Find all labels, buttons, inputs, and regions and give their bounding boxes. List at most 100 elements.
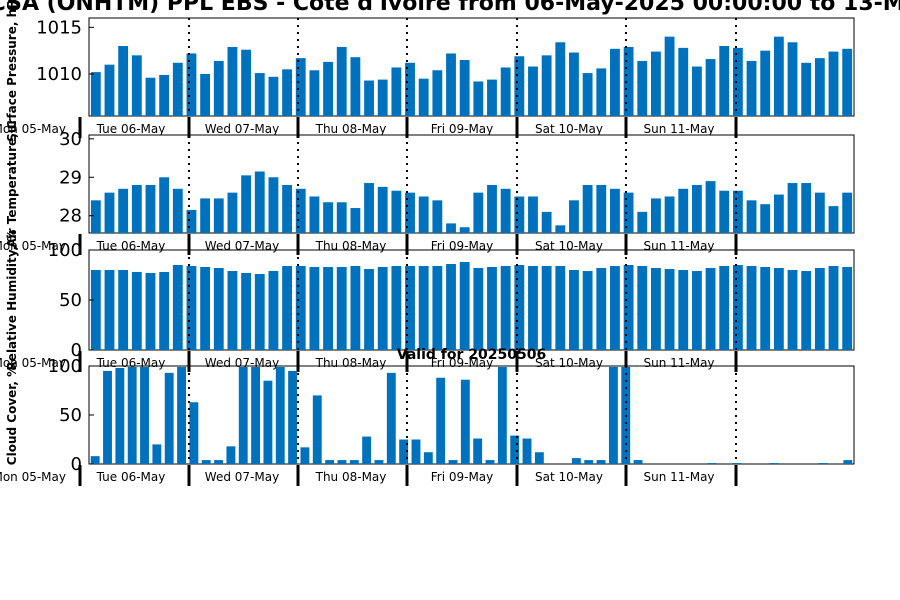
bar bbox=[391, 67, 402, 116]
bar bbox=[275, 366, 285, 464]
bar bbox=[814, 58, 825, 116]
bar bbox=[364, 269, 374, 350]
bar bbox=[555, 266, 566, 350]
bar bbox=[500, 266, 511, 350]
bar bbox=[251, 366, 261, 464]
bar bbox=[377, 186, 388, 233]
bar bbox=[282, 266, 292, 350]
bar bbox=[336, 202, 347, 233]
x-tick-label: Sat 10-May bbox=[535, 470, 603, 484]
bar bbox=[707, 463, 717, 464]
bar bbox=[473, 268, 484, 350]
bar bbox=[254, 73, 265, 116]
bar bbox=[510, 435, 520, 464]
bar bbox=[637, 211, 648, 233]
bar bbox=[227, 271, 238, 350]
bar bbox=[691, 184, 702, 233]
bar bbox=[399, 439, 409, 464]
bar bbox=[386, 372, 396, 464]
bar bbox=[485, 460, 495, 464]
bar bbox=[201, 460, 211, 464]
bar bbox=[214, 460, 223, 464]
bar bbox=[189, 402, 199, 464]
bar bbox=[282, 69, 292, 116]
bar bbox=[842, 192, 853, 233]
bar bbox=[177, 366, 186, 464]
y-axis-label: Surface Pressure, hPa bbox=[5, 0, 19, 142]
x-tick-label: Tue 06-May bbox=[96, 470, 166, 484]
bar bbox=[418, 266, 429, 350]
bar bbox=[705, 59, 716, 116]
bar bbox=[732, 463, 742, 464]
bar bbox=[295, 266, 306, 350]
bar bbox=[103, 370, 112, 464]
bar bbox=[300, 447, 310, 464]
y-tick-label: 0 bbox=[71, 454, 82, 475]
y-tick-label: 0 bbox=[71, 340, 82, 361]
bar bbox=[746, 60, 757, 116]
bar bbox=[719, 46, 730, 116]
bar bbox=[172, 188, 183, 233]
bar bbox=[497, 366, 507, 464]
bar bbox=[241, 175, 252, 233]
bar bbox=[637, 60, 648, 116]
bar bbox=[423, 452, 433, 464]
bar bbox=[90, 72, 101, 116]
y-tick-label: 100 bbox=[48, 356, 82, 377]
bar bbox=[773, 36, 784, 116]
x-tick-label: Thu 08-May bbox=[315, 470, 387, 484]
bar bbox=[268, 271, 279, 350]
bar bbox=[528, 196, 538, 233]
bar bbox=[459, 262, 470, 350]
x-tick-label: Mon 05-May bbox=[0, 122, 66, 136]
bar bbox=[633, 460, 643, 464]
bar bbox=[487, 184, 497, 233]
bar bbox=[732, 190, 743, 233]
bar bbox=[186, 266, 197, 350]
bar bbox=[582, 271, 593, 350]
y-tick-label: 30 bbox=[59, 129, 82, 150]
bar bbox=[814, 268, 825, 350]
x-tick-label: Sun 11-May bbox=[643, 122, 714, 136]
x-tick-label: Mon 05-May bbox=[0, 239, 66, 253]
bar bbox=[268, 76, 279, 116]
bar bbox=[760, 267, 771, 350]
x-tick-label: Thu 08-May bbox=[315, 239, 387, 253]
bar bbox=[473, 438, 483, 464]
bar bbox=[227, 46, 238, 116]
bar bbox=[651, 198, 661, 233]
x-tick-label: Sun 11-May bbox=[643, 470, 714, 484]
x-tick-label: Wed 07-May bbox=[205, 122, 279, 136]
axes-box bbox=[88, 17, 855, 117]
bar bbox=[104, 64, 115, 116]
bar bbox=[172, 265, 183, 350]
bar bbox=[528, 66, 538, 116]
y-axis-label: Relative Humidity, % bbox=[5, 230, 19, 371]
bar bbox=[814, 192, 825, 233]
bar bbox=[787, 270, 798, 350]
bar bbox=[582, 73, 593, 116]
bar bbox=[459, 227, 470, 233]
x-tick-label: Fri 09-May bbox=[431, 239, 494, 253]
y-tick-label: 50 bbox=[59, 405, 82, 426]
bar bbox=[104, 270, 115, 350]
bar bbox=[172, 62, 183, 116]
bar bbox=[487, 79, 497, 116]
x-tick-label: Fri 09-May bbox=[431, 122, 494, 136]
bar bbox=[828, 206, 839, 233]
y-axis-label: Cloud Cover, % bbox=[5, 365, 19, 465]
bar bbox=[459, 60, 470, 116]
bar bbox=[432, 70, 443, 116]
x-tick-label: Wed 07-May bbox=[205, 239, 279, 253]
bar bbox=[569, 200, 579, 233]
bar bbox=[364, 80, 374, 116]
bar bbox=[514, 56, 525, 116]
bar bbox=[200, 198, 211, 233]
bar bbox=[534, 452, 544, 464]
bar bbox=[131, 184, 142, 233]
bar bbox=[732, 265, 743, 350]
bar bbox=[596, 68, 607, 116]
bar bbox=[309, 196, 320, 233]
bar bbox=[528, 266, 538, 350]
